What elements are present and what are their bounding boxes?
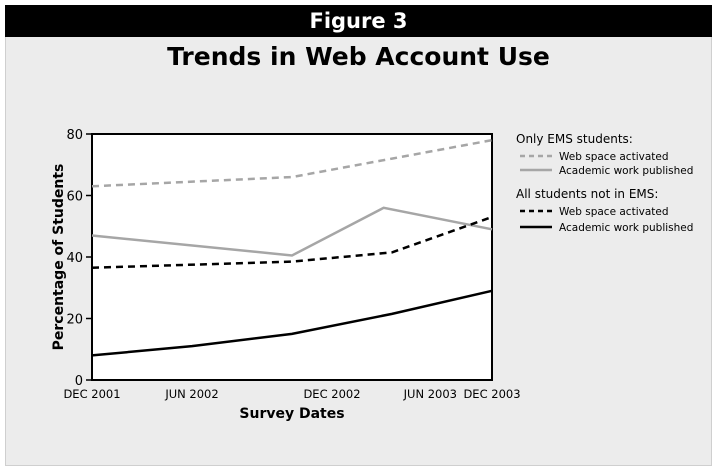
y-tick-label: 20: [66, 313, 83, 328]
legend-label: Web space activated: [559, 206, 669, 218]
legend-group-heading: Only EMS students:: [516, 132, 633, 146]
y-tick-label: 80: [66, 128, 83, 143]
x-tick-label: DEC 2002: [303, 387, 360, 401]
legend-label: Academic work published: [559, 165, 693, 177]
x-tick-label: JUN 2003: [403, 387, 457, 401]
y-tick-label: 60: [66, 190, 83, 205]
plot-area: [91, 133, 493, 381]
series-line-1: [91, 138, 493, 188]
y-axis-label: Percentage of Students: [51, 164, 67, 351]
x-tick-label: DEC 2001: [63, 387, 120, 401]
legend-label: Web space activated: [559, 151, 669, 163]
x-tick-label: DEC 2003: [463, 387, 520, 401]
legend-group-heading: All students not in EMS:: [516, 187, 658, 201]
series-line-2: [91, 206, 493, 257]
y-tick-label: 40: [66, 251, 83, 266]
figure-header: Figure 3: [5, 5, 712, 37]
series-line-4: [91, 289, 493, 357]
chart-title: Trends in Web Account Use: [167, 42, 550, 71]
x-tick-label: JUN 2002: [164, 387, 218, 401]
y-tick-label: 0: [75, 374, 83, 389]
figure-label: Figure 3: [309, 9, 408, 33]
legend-label: Academic work published: [559, 222, 693, 234]
series-line-3: [91, 215, 493, 270]
x-axis-label: Survey Dates: [239, 406, 344, 422]
